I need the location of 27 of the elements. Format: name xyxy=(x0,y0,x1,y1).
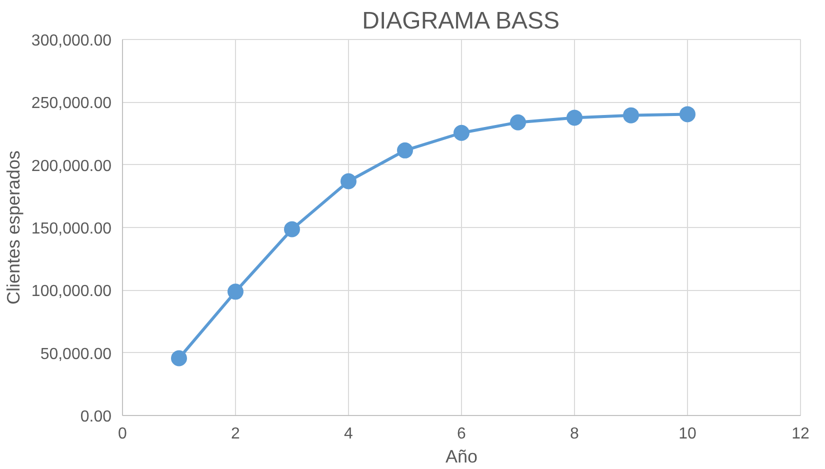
x-tick-label: 4 xyxy=(344,426,354,442)
chart-title: DIAGRAMA BASS xyxy=(362,8,560,34)
y-axis-title: Clientes esperados xyxy=(3,150,24,305)
point xyxy=(340,173,356,190)
y-tick-label: 200,000.00 xyxy=(31,158,112,175)
x-axis-title: Año xyxy=(445,446,478,466)
point xyxy=(623,107,639,124)
y-tick-label: 100,000.00 xyxy=(31,283,112,300)
point xyxy=(566,110,582,126)
point xyxy=(454,124,470,141)
x-tick-label: 10 xyxy=(678,426,696,442)
point xyxy=(228,284,244,300)
y-tick-label: 150,000.00 xyxy=(31,220,112,238)
point xyxy=(680,106,696,122)
y-tick-label: 0.00 xyxy=(80,408,112,426)
x-tick-label: 6 xyxy=(457,426,466,442)
y-tick-label: 50,000.00 xyxy=(40,346,112,363)
x-tick-label: 8 xyxy=(570,426,580,442)
point xyxy=(510,114,526,130)
x-tick-label: 12 xyxy=(792,426,810,442)
y-tick-label: 300,000.00 xyxy=(31,32,112,50)
point xyxy=(171,350,187,366)
x-tick-label: 2 xyxy=(231,426,240,442)
y-tick-label: 250,000.00 xyxy=(31,95,112,112)
point xyxy=(284,221,300,238)
x-tick-label: 0 xyxy=(118,426,128,442)
point xyxy=(397,142,413,158)
